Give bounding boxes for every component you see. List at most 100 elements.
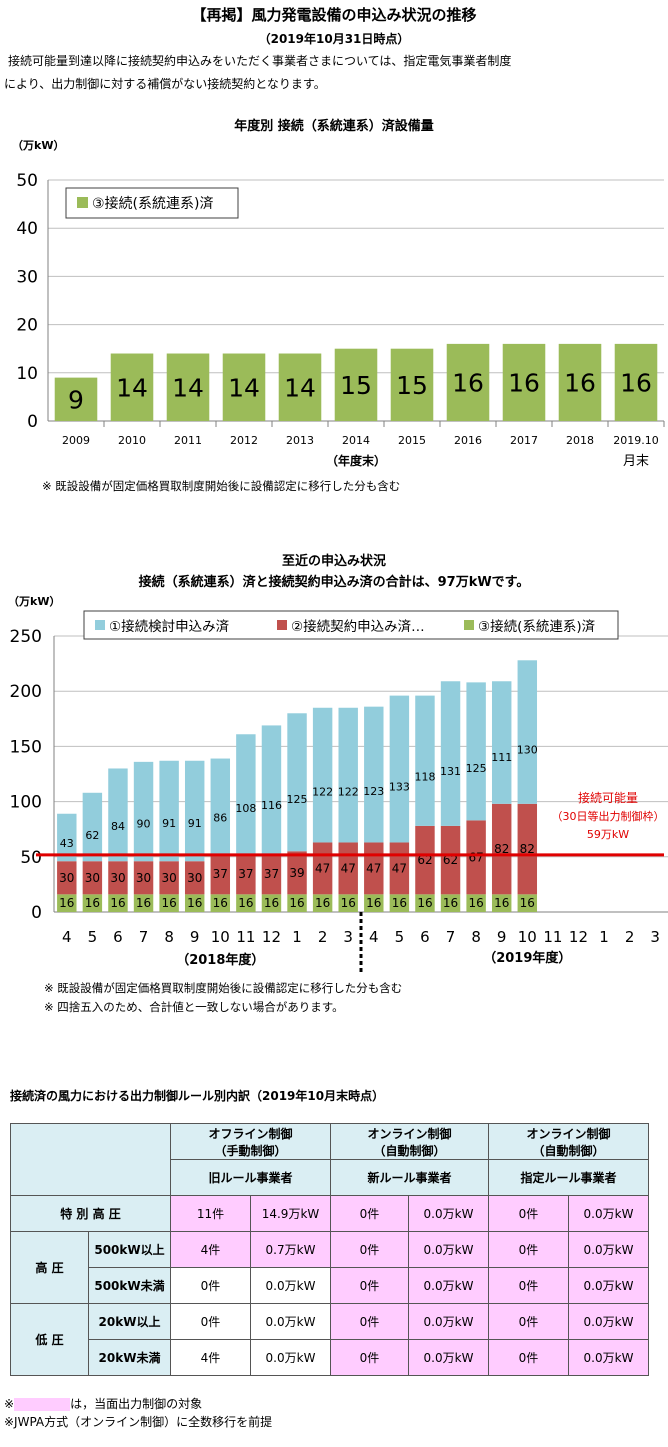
fiscal-year-label-2019: （2019年度） [483, 950, 571, 966]
group-label: オフライン制御 [208, 1126, 293, 1141]
x-tick-label: 5 [395, 928, 405, 946]
table-note1-prefix: ※ [4, 1397, 15, 1411]
bar-segment-label: 30 [136, 871, 151, 885]
x-tick-label: 12 [262, 928, 281, 946]
bar-segment-label: 131 [440, 765, 461, 778]
bar-value-label: 14 [284, 373, 316, 402]
x-tick-label: 10 [518, 928, 537, 946]
bar-value-label: 14 [116, 373, 148, 402]
bar-segment [287, 713, 307, 852]
x-tick-label: 2017 [510, 434, 538, 447]
bar-segment [133, 861, 154, 895]
bar-segment [364, 894, 384, 912]
chart2-title-line1: 至近の申込み状況 [281, 554, 386, 569]
x-tick-label: 2010 [118, 434, 146, 447]
bar-segment-label: 16 [187, 896, 202, 910]
chart2-monthly-applications: 0501001502002501630434163062516308461630… [10, 610, 668, 974]
x-axis-label: （年度末） [326, 453, 386, 468]
bar [558, 343, 602, 421]
bar-segment-label: 116 [261, 799, 282, 812]
bar-segment [517, 803, 538, 895]
bar-segment-label: 37 [264, 867, 279, 881]
bar-segment [159, 894, 179, 912]
control-rule-table: オフライン制御 （手動制御） オンライン制御 （自動制御） オンライン制御 （自… [10, 1123, 649, 1376]
row-sublabel-20-under: 20kW未満 [88, 1339, 171, 1376]
bar [54, 377, 98, 421]
bar-segment [108, 861, 128, 895]
bar-segment-label: 86 [213, 811, 227, 824]
bar-segment [57, 894, 77, 912]
x-tick-label: 8 [164, 928, 174, 946]
bar-segment-label: 16 [85, 896, 100, 910]
x-tick-label: 4 [369, 928, 379, 946]
x-tick-label-sub: 月末 [623, 454, 649, 469]
table-cell: 0件 [330, 1339, 409, 1376]
bar-segment-label: 16 [136, 896, 151, 910]
bar-segment-label: 91 [188, 817, 202, 830]
bar-segment [440, 681, 461, 826]
bar-value-label: 9 [68, 385, 84, 414]
bar-segment-label: 122 [338, 785, 359, 798]
table-group-online-designated: オンライン制御 （自動制御） [488, 1123, 649, 1160]
table-cell: 0.0万kW [408, 1339, 489, 1376]
bar [334, 348, 378, 421]
reference-label-line1: 接続可能量 [578, 790, 638, 805]
bar-value-label: 16 [564, 368, 596, 397]
chart2-note2: ※ 四捨五入のため、合計値と一致しない場合があります。 [44, 1000, 344, 1014]
table-cell: 0.0万kW [408, 1231, 489, 1268]
bar-segment [415, 695, 435, 826]
table-title: 接続済の風力における出力制御ルール別内訳（2019年10月末時点） [10, 1089, 385, 1103]
chart2-note1: ※ 既設設備が固定価格買取制度開始後に設備認定に移行した分も含む [44, 981, 403, 995]
bar-segment [415, 894, 435, 912]
x-tick-label: 2019.10 [613, 434, 659, 447]
bar-segment-label: 47 [392, 861, 407, 875]
bar [222, 353, 266, 421]
x-tick-label: 1 [599, 928, 609, 946]
bar-segment-label: 30 [59, 871, 74, 885]
bar-segment-label: 16 [417, 896, 432, 910]
bar-segment [389, 894, 410, 912]
bar-segment [338, 894, 358, 912]
legend-label: ③接続(系統連系)済 [92, 195, 213, 212]
bar-segment [184, 861, 205, 895]
fiscal-year-label-2018: （2018年度） [176, 952, 264, 968]
bar-segment-label: 111 [491, 751, 512, 764]
bar-segment [491, 681, 512, 804]
table-cell: 0件 [488, 1195, 569, 1232]
pink-swatch [14, 1398, 71, 1411]
row-sublabel-20-over: 20kW以上 [88, 1303, 171, 1340]
bar-segment-label: 118 [414, 770, 435, 783]
table-group-online-new: オンライン制御 （自動制御） [330, 1123, 489, 1160]
x-tick-label: 11 [236, 928, 255, 946]
legend-box [65, 187, 239, 219]
bar-segment-label: 16 [289, 896, 304, 910]
bar-segment-label: 16 [264, 896, 279, 910]
table-cell: 0件 [488, 1339, 569, 1376]
group-label: オンライン制御 [526, 1126, 611, 1141]
bar-segment-label: 16 [443, 896, 458, 910]
x-tick-label: 11 [543, 928, 562, 946]
legend-label: ①接続検討申込み済 [109, 618, 230, 635]
bar-segment [57, 861, 77, 895]
y-tick-label: 200 [10, 682, 42, 702]
x-tick-label: 2018 [566, 434, 594, 447]
legend-swatch [277, 620, 287, 630]
table-note1-text: は，当面出力制御の対象 [70, 1397, 203, 1411]
x-tick-label: 3 [343, 928, 353, 946]
bar-segment [82, 894, 103, 912]
table-cell: 4件 [170, 1339, 251, 1376]
bar-segment-label: 108 [235, 802, 256, 815]
x-tick-label: 10 [211, 928, 230, 946]
x-tick-label: 7 [139, 928, 149, 946]
legend-label: ②接続契約申込み済… [291, 618, 425, 635]
bar-segment-label: 16 [110, 896, 125, 910]
x-tick-label: 4 [62, 928, 72, 946]
bar-segment [261, 725, 282, 854]
x-tick-label: 7 [446, 928, 456, 946]
table-cell: 0.0万kW [568, 1195, 649, 1232]
bar-segment-label: 122 [312, 785, 333, 798]
bar-segment [210, 758, 231, 854]
chart1-annual-connected: 0 10 20 30 40 50 9 2009 14 2010 14 2011 14 2012 14 2013… [16, 171, 665, 469]
x-tick-label: 8 [471, 928, 481, 946]
x-tick-label: 5 [88, 928, 98, 946]
